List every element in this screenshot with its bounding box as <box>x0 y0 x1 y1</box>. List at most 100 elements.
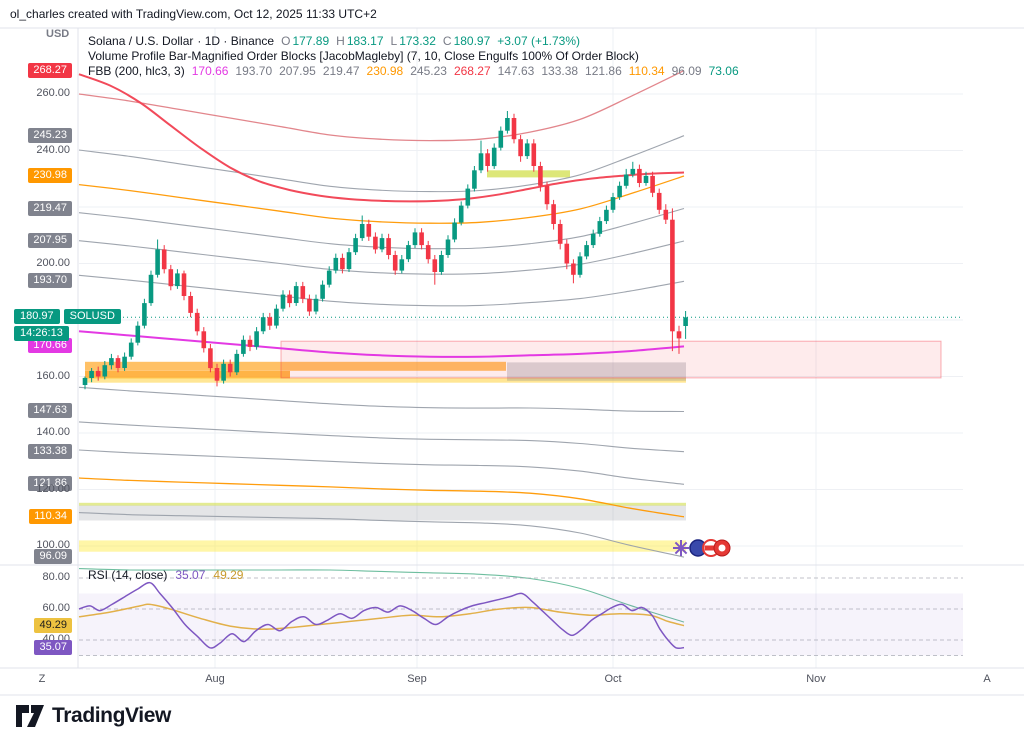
fbb-level-value: 230.98 <box>366 64 404 78</box>
fbb-level-value: 245.23 <box>410 64 447 78</box>
order-block-zone <box>280 340 942 379</box>
fbb-band-line <box>78 274 685 307</box>
order-block-zone <box>85 370 290 379</box>
candle-body <box>122 356 127 368</box>
candle-body <box>406 245 411 260</box>
order-block-zone <box>79 502 686 506</box>
candle-body <box>135 325 141 343</box>
candle-body <box>175 273 180 287</box>
candle-body <box>333 257 339 271</box>
fbb-band-line <box>78 386 685 413</box>
candle-body <box>538 166 543 186</box>
fbb-band-line <box>78 135 685 193</box>
candle-body <box>419 232 424 246</box>
candle-body <box>340 257 345 270</box>
price-axis-label: 160.00 <box>36 369 70 382</box>
candle-body <box>241 339 246 354</box>
candle-body <box>676 331 682 339</box>
ohlc-value: 180.97 <box>453 34 491 48</box>
time-axis[interactable]: Z Aug Sep Oct Nov A <box>0 673 1024 691</box>
price-axis-label: 121.86 <box>28 476 72 492</box>
candle-body <box>274 308 279 326</box>
candle-body <box>604 209 609 222</box>
price-axis-label: 268.27 <box>28 62 72 78</box>
candle-body <box>452 222 457 240</box>
candle-body <box>109 358 114 366</box>
fbb-indicator-label: FBB (200, hlc3, 3) <box>88 64 185 78</box>
rsi-axis-label: 35.07 <box>34 639 72 655</box>
candle-body <box>128 342 134 357</box>
tradingview-logo-text: TradingView <box>52 704 171 727</box>
candle-body <box>564 243 570 264</box>
candle-body <box>102 365 108 377</box>
candle-body <box>353 238 358 253</box>
fbb-level-value: 207.95 <box>279 64 316 78</box>
candle-body <box>557 224 563 244</box>
ma-line-red <box>78 73 685 203</box>
symbol-legend-row[interactable]: Solana / U.S. Dollar · 1D · Binance O 177… <box>88 34 739 48</box>
price-axis-label: 96.09 <box>34 549 72 564</box>
fbb-indicator-row[interactable]: FBB (200, hlc3, 3) 170.66 193.70 207.95 219… <box>88 64 739 78</box>
volume-profile-indicator-label: Volume Profile Bar-Magnified Order Block… <box>88 49 639 63</box>
candle-body <box>115 358 121 368</box>
rsi-shade-band <box>79 593 963 656</box>
candle-body <box>518 139 523 157</box>
candle-body <box>472 170 477 189</box>
price-axis[interactable]: 268.27 260.00 245.23 240.00 230.98 219.47 207.… <box>0 0 78 700</box>
candle-body <box>551 204 556 224</box>
fbb-level-value: 121.86 <box>585 64 622 78</box>
candle-body <box>663 209 669 220</box>
candle-body <box>208 348 213 369</box>
candle-body <box>590 233 596 246</box>
ohlc-key: H <box>336 34 345 48</box>
order-block-zone <box>85 377 686 383</box>
candle-body <box>201 331 207 349</box>
fbb-level-value: 219.47 <box>322 64 360 78</box>
rsi-indicator-values: 35.07 49.29 <box>167 568 243 582</box>
tradingview-logo-icon <box>16 705 44 727</box>
rsi-indicator-row[interactable]: RSI (14, close) 35.07 49.29 <box>88 568 243 582</box>
candle-body <box>307 298 312 312</box>
tradingview-logo[interactable]: TradingView <box>14 703 171 729</box>
candle-body <box>326 270 332 285</box>
ohlc-value: 173.32 <box>399 34 436 48</box>
price-axis-label: 140.00 <box>36 426 70 438</box>
candle-body <box>425 245 431 260</box>
price-axis-label: 260.00 <box>36 87 70 99</box>
candle-body <box>267 317 273 326</box>
bar-countdown-badge: 14:26:13 <box>14 326 69 342</box>
candle-body <box>89 370 94 378</box>
candle-body <box>161 249 167 270</box>
price-axis-label: 200.00 <box>36 256 70 269</box>
time-axis-label: A <box>983 673 991 685</box>
candle-body <box>485 153 490 166</box>
candle-body <box>260 317 266 332</box>
candle-body <box>386 238 391 255</box>
candle-body <box>643 175 649 183</box>
currency-label: USD <box>46 28 70 40</box>
candle-body <box>373 236 378 250</box>
fbb-level-value: 133.38 <box>541 64 579 78</box>
symbol-tag-badge: SOLUSD <box>63 309 121 325</box>
order-block-zone <box>79 540 686 552</box>
volume-profile-indicator-row[interactable]: Volume Profile Bar-Magnified Order Block… <box>88 49 739 63</box>
candle-body <box>300 286 306 299</box>
symbol-meta: · 1D · Binance <box>197 34 275 48</box>
candle-body <box>617 185 622 198</box>
ohlc-values: O 177.89 H 183.17 L 173.32 C 180.97 <box>274 34 490 48</box>
fbb-band-line <box>78 512 685 558</box>
candle-body <box>623 174 629 186</box>
round-sticker-icon <box>704 545 718 551</box>
ohlc-key: O <box>281 34 291 48</box>
candle-body <box>293 286 299 303</box>
ohlc-key: L <box>390 34 398 48</box>
price-axis-label: 240.00 <box>36 143 70 156</box>
candle-body <box>227 363 233 373</box>
fbb-band-line <box>78 175 685 224</box>
fbb-band-line <box>78 70 685 142</box>
fbb-level-value: 96.09 <box>671 64 702 78</box>
candle-body <box>505 118 510 131</box>
fbb-level-value: 73.06 <box>708 64 739 78</box>
price-axis-label: 219.47 <box>28 200 72 216</box>
